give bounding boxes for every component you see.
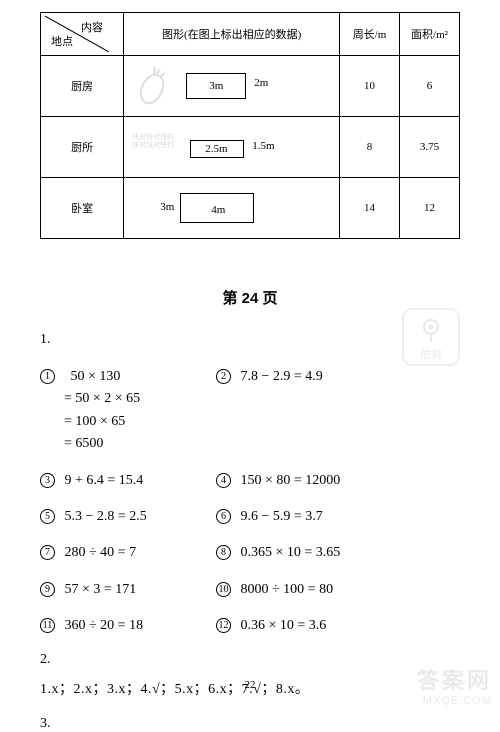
expr: = 6500 — [40, 433, 190, 455]
hdr-content: 内容 — [81, 19, 103, 35]
wm-line2: MXQE.COM — [417, 695, 492, 707]
expr: 150 × 80 = 12000 — [241, 473, 341, 488]
room-table: 内容 地点 图形(在图上标出相应的数据) 周长/m 面积/m² 厨房 3m 2m… — [40, 12, 460, 239]
badge-text: 依对 — [420, 349, 442, 361]
place-cell: 厨所 — [41, 117, 124, 178]
table-row: 卧室 3m 4m 14 12 — [41, 178, 460, 239]
expr: = 100 × 65 — [40, 411, 190, 433]
expr: 0.365 × 10 = 3.65 — [241, 545, 341, 560]
shape-cell: 3m 2m — [124, 56, 340, 117]
carrot-icon — [132, 65, 176, 109]
expr: 9 + 6.4 = 15.4 — [65, 473, 144, 488]
item-num: 7 — [40, 545, 55, 560]
shape-cell: 3m 4m — [124, 178, 340, 239]
table-row: 厨房 3m 2m 10 6 — [41, 56, 460, 117]
expr: 5.3 − 2.8 = 2.5 — [65, 509, 147, 524]
dim: 2m — [254, 77, 268, 89]
footer-watermark: 答案网 MXQE.COM — [417, 663, 492, 707]
hdr-area: 面积/m² — [400, 13, 460, 56]
item-num: 3 — [40, 473, 55, 488]
area-cell: 12 — [400, 178, 460, 239]
expr: 9.6 − 5.9 = 3.7 — [241, 509, 323, 524]
expr: 8000 ÷ 100 = 80 — [241, 582, 334, 597]
q1-label: 1. — [40, 332, 460, 348]
item-num: 5 — [40, 509, 55, 524]
expr: 360 ÷ 20 = 18 — [65, 618, 144, 633]
item-num: 11 — [40, 618, 55, 633]
expr: 0.36 × 10 = 3.6 — [241, 618, 327, 633]
expr: 50 × 130 — [71, 369, 121, 384]
expr: 7.8 − 2.9 = 4.9 — [241, 369, 323, 384]
place-cell: 厨房 — [41, 56, 124, 117]
expr: = 50 × 2 × 65 — [40, 388, 190, 410]
item-num: 4 — [216, 473, 231, 488]
shape-cell: 快对快对快灯 快对快对快灯 2.5m 1.5m — [124, 117, 340, 178]
dim: 3m — [209, 80, 223, 92]
wm-line1: 答案网 — [417, 663, 492, 695]
dim: 4m — [211, 204, 225, 216]
page-title: 第 24 页 — [40, 287, 460, 308]
faint-text: 快对快对快灯 快对快对快灯 — [132, 134, 174, 149]
header-diag: 内容 地点 — [41, 13, 124, 56]
q3-label: 3. — [40, 716, 460, 732]
item-num: 8 — [216, 545, 231, 560]
place-cell: 卧室 — [41, 178, 124, 239]
math-block: 1 50 × 130 = 50 × 2 × 65 = 100 × 65 = 65… — [40, 366, 460, 638]
expr: 57 × 3 = 171 — [65, 582, 137, 597]
dim: 3m — [160, 201, 174, 213]
dim: 2.5m — [205, 143, 227, 155]
item-num: 2 — [216, 369, 231, 384]
perimeter-cell: 14 — [340, 178, 400, 239]
item-num: 12 — [216, 618, 231, 633]
table-row: 厨所 快对快对快灯 快对快对快灯 2.5m 1.5m 8 3.75 — [41, 117, 460, 178]
watermark-badge: 依对 — [402, 308, 460, 366]
pin-icon — [420, 318, 442, 344]
dim: 1.5m — [252, 140, 274, 152]
perimeter-cell: 10 — [340, 56, 400, 117]
hdr-perimeter: 周长/m — [340, 13, 400, 56]
item-num: 10 — [216, 582, 231, 597]
item-num: 9 — [40, 582, 55, 597]
expr: 280 ÷ 40 = 7 — [65, 545, 137, 560]
hdr-place: 地点 — [51, 33, 73, 49]
area-cell: 6 — [400, 56, 460, 117]
perimeter-cell: 8 — [340, 117, 400, 178]
q2-label: 2. — [40, 652, 460, 668]
hdr-shape: 图形(在图上标出相应的数据) — [124, 13, 340, 56]
area-cell: 3.75 — [400, 117, 460, 178]
item-num: 1 — [40, 369, 55, 384]
item-num: 6 — [216, 509, 231, 524]
